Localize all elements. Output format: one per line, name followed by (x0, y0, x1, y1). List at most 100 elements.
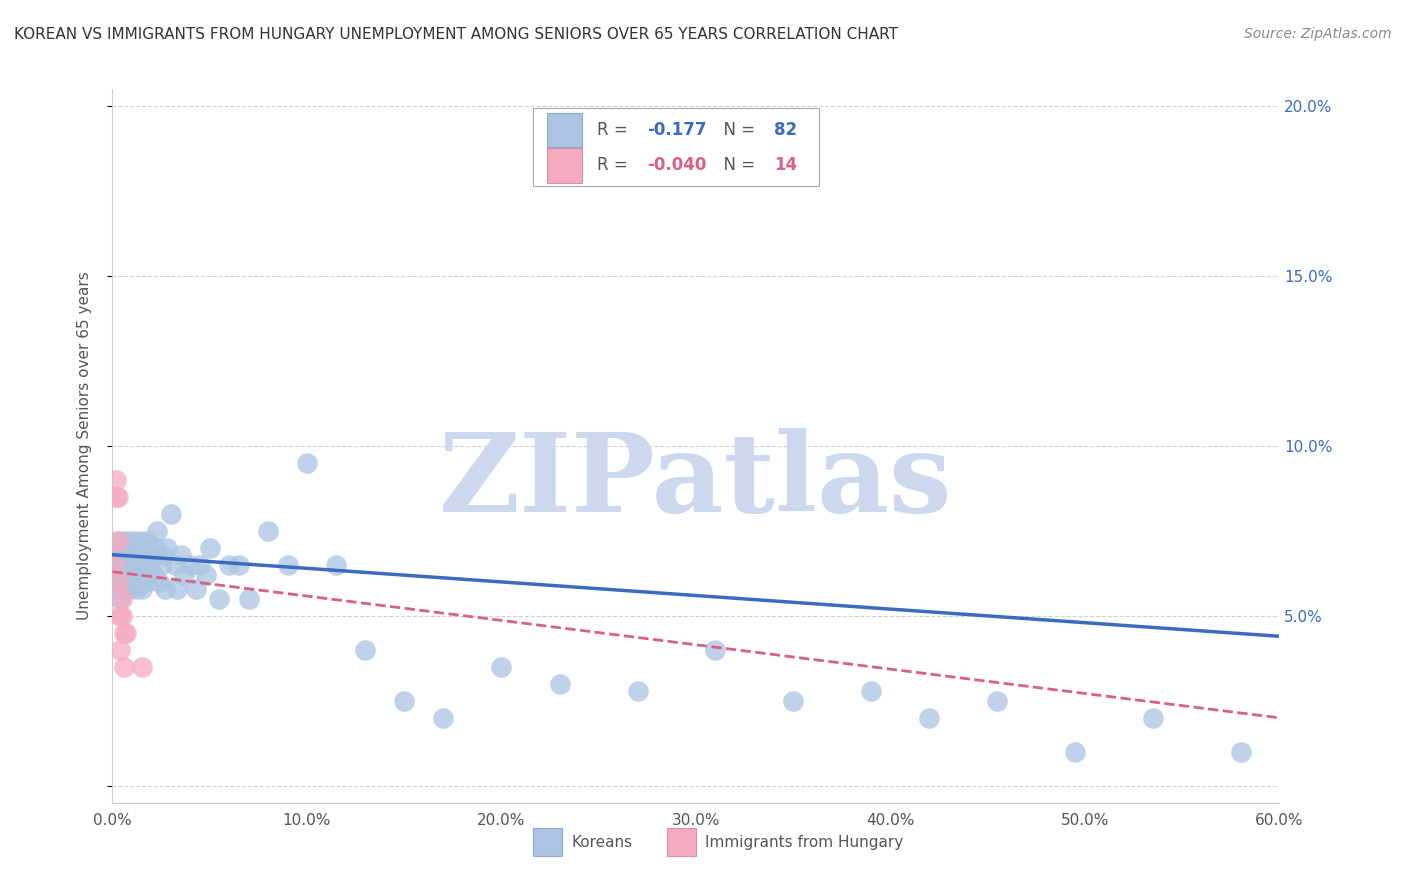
Text: N =: N = (713, 121, 761, 139)
Point (132, 558, 155, 572)
Point (142, 568, 165, 582)
Point (1229, 745, 1251, 759)
Point (184, 582, 207, 596)
Point (704, 643, 727, 657)
Point (112, 548, 135, 562)
Point (105, 490, 128, 504)
Point (354, 643, 377, 657)
Point (432, 711, 454, 725)
Point (128, 574, 150, 589)
Point (782, 694, 804, 708)
Point (127, 541, 149, 555)
Point (218, 558, 240, 572)
Point (107, 574, 129, 589)
Point (179, 558, 201, 572)
Point (115, 541, 138, 555)
Point (163, 558, 186, 572)
Point (160, 507, 183, 521)
Point (103, 558, 125, 572)
FancyBboxPatch shape (666, 828, 696, 856)
Point (146, 524, 169, 538)
FancyBboxPatch shape (547, 148, 582, 183)
Point (121, 541, 143, 555)
Point (150, 558, 173, 572)
Point (135, 574, 157, 589)
Text: KOREAN VS IMMIGRANTS FROM HUNGARY UNEMPLOYMENT AMONG SENIORS OVER 65 YEARS CORRE: KOREAN VS IMMIGRANTS FROM HUNGARY UNEMPL… (14, 27, 898, 42)
Point (627, 683, 650, 698)
Point (208, 591, 231, 606)
Point (153, 582, 176, 596)
Point (115, 558, 138, 572)
Point (392, 694, 416, 708)
FancyBboxPatch shape (533, 828, 562, 856)
Point (257, 524, 280, 538)
Point (132, 541, 155, 555)
Point (131, 660, 153, 674)
Text: Source: ZipAtlas.com: Source: ZipAtlas.com (1244, 27, 1392, 41)
Point (118, 548, 141, 562)
Point (276, 558, 298, 572)
Point (110, 548, 132, 562)
Point (548, 677, 571, 691)
Text: Immigrants from Hungary: Immigrants from Hungary (706, 835, 904, 849)
Text: ZIPatlas: ZIPatlas (439, 428, 953, 535)
Point (111, 558, 134, 572)
Text: 14: 14 (775, 156, 797, 175)
Point (103, 558, 125, 572)
Point (122, 534, 145, 549)
Point (859, 683, 883, 698)
Point (295, 456, 318, 470)
Point (111, 608, 134, 623)
Point (110, 568, 132, 582)
Point (188, 558, 211, 572)
Point (136, 534, 159, 549)
Point (986, 694, 1008, 708)
Point (325, 558, 347, 572)
Point (115, 626, 138, 640)
Point (173, 568, 195, 582)
Point (111, 574, 134, 589)
Point (1064, 745, 1087, 759)
Point (127, 558, 149, 572)
Point (198, 541, 221, 555)
Point (112, 660, 135, 674)
Point (138, 558, 160, 572)
Text: R =: R = (596, 121, 633, 139)
Point (166, 582, 188, 596)
Point (141, 548, 163, 562)
Point (125, 548, 148, 562)
Point (228, 558, 250, 572)
Point (105, 541, 128, 555)
Point (107, 490, 129, 504)
Point (1142, 711, 1164, 725)
Point (107, 534, 129, 549)
Text: Koreans: Koreans (571, 835, 633, 849)
FancyBboxPatch shape (547, 113, 582, 147)
Text: -0.177: -0.177 (647, 121, 706, 139)
Point (112, 534, 135, 549)
Point (117, 534, 139, 549)
Text: R =: R = (596, 156, 633, 175)
Point (143, 541, 166, 555)
Point (111, 541, 134, 555)
Point (110, 591, 132, 606)
Y-axis label: Unemployment Among Seniors over 65 years: Unemployment Among Seniors over 65 years (77, 272, 91, 620)
Point (148, 574, 170, 589)
Point (128, 534, 150, 549)
Point (105, 473, 128, 487)
Point (112, 626, 135, 640)
Point (111, 591, 134, 606)
Point (491, 660, 513, 674)
Point (122, 558, 145, 572)
Point (121, 574, 143, 589)
Text: -0.040: -0.040 (647, 156, 706, 175)
Point (107, 582, 129, 596)
Point (131, 548, 153, 562)
Point (118, 568, 141, 582)
FancyBboxPatch shape (533, 109, 818, 186)
Text: N =: N = (713, 156, 761, 175)
Point (131, 582, 153, 596)
Point (169, 548, 191, 562)
Point (110, 643, 132, 657)
Point (107, 558, 129, 572)
